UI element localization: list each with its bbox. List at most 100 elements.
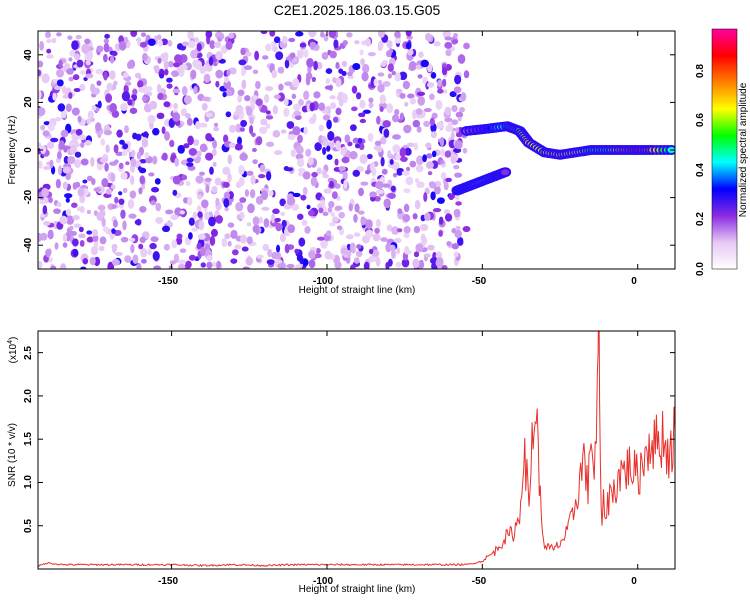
heatmap-cell xyxy=(205,31,213,39)
heatmap-cell xyxy=(62,242,68,248)
heatmap-cell xyxy=(377,83,385,93)
heatmap-cell xyxy=(121,150,128,157)
heatmap-cell xyxy=(404,147,412,156)
heatmap-cell xyxy=(240,67,246,77)
heatmap-cell xyxy=(201,102,208,111)
heatmap-cell xyxy=(103,71,108,81)
heatmap-cell xyxy=(427,244,435,251)
heatmap-cell xyxy=(87,46,94,51)
spectrogram-y-ticks xyxy=(38,54,675,246)
heatmap-cell xyxy=(264,94,270,104)
heatmap-cell xyxy=(130,244,135,254)
heatmap-cell xyxy=(376,189,385,195)
heatmap-cell xyxy=(114,251,123,257)
heatmap-cell xyxy=(60,129,69,138)
heatmap-cell xyxy=(302,171,311,180)
heatmap-cell xyxy=(140,258,147,264)
heatmap-cell xyxy=(209,40,216,50)
heatmap-cell xyxy=(171,239,178,249)
heatmap-cell xyxy=(432,208,442,213)
heatmap-cell xyxy=(38,90,42,100)
heatmap-cell xyxy=(413,142,418,151)
heatmap-cell xyxy=(325,78,331,85)
heatmap-cell xyxy=(161,126,166,134)
heatmap-cell xyxy=(327,206,333,213)
heatmap-cell xyxy=(375,218,381,228)
heatmap-cell xyxy=(157,83,162,94)
heatmap-cell xyxy=(183,95,192,105)
heatmap-cell xyxy=(240,119,248,128)
heatmap-cell xyxy=(415,243,424,253)
heatmap-cell xyxy=(335,61,340,69)
heatmap-cell xyxy=(425,142,432,149)
heatmap-cell xyxy=(118,41,127,51)
heatmap-cell xyxy=(330,102,336,110)
colorbar-tick-label: 0.8 xyxy=(695,64,706,78)
snr-y-tick-label: 1.5 xyxy=(23,432,34,446)
heatmap-cell xyxy=(442,78,447,87)
heatmap-cell xyxy=(200,246,206,257)
heatmap-cell xyxy=(380,62,387,68)
heatmap-cell xyxy=(157,57,162,64)
heatmap-cell xyxy=(287,134,296,141)
heatmap-cell xyxy=(453,86,462,94)
heatmap-cell xyxy=(188,217,195,226)
heatmap-cell xyxy=(80,70,86,75)
heatmap-cell xyxy=(403,232,410,239)
heatmap-cell xyxy=(271,251,279,260)
heatmap-cell xyxy=(86,209,91,215)
heatmap-cell xyxy=(69,50,76,57)
heatmap-cell xyxy=(46,54,54,59)
heatmap-cell xyxy=(66,67,74,75)
heatmap-cell xyxy=(158,39,163,47)
heatmap-cell xyxy=(223,198,230,208)
heatmap-cell xyxy=(244,189,250,197)
heatmap-cell xyxy=(96,45,104,53)
heatmap-cell xyxy=(241,79,247,90)
heatmap-cell xyxy=(62,166,71,174)
heatmap-cell xyxy=(383,128,390,138)
heatmap-cell xyxy=(125,161,130,166)
heatmap-cell xyxy=(462,225,471,233)
heatmap-cell xyxy=(269,31,276,37)
heatmap-cell xyxy=(381,168,388,175)
heatmap-cell xyxy=(362,63,370,74)
heatmap-cell xyxy=(353,257,360,264)
heatmap-cell xyxy=(440,159,445,165)
heatmap-cell xyxy=(453,164,460,170)
heatmap-cell xyxy=(173,54,183,63)
heatmap-cell xyxy=(235,202,244,212)
heatmap-cell xyxy=(334,205,343,211)
heatmap-cell xyxy=(313,60,318,71)
heatmap-cell xyxy=(239,152,248,161)
heatmap-cell xyxy=(275,51,284,61)
heatmap-cell xyxy=(252,69,259,75)
heatmap-cell xyxy=(387,150,392,159)
heatmap-cell xyxy=(86,175,93,182)
heatmap-cell xyxy=(110,184,116,190)
heatmap-cell xyxy=(187,196,193,206)
heatmap-cell xyxy=(255,225,260,235)
spectrogram-panel: -150 -100 -50 0 -40 -20 0 20 40 Height o… xyxy=(7,30,676,296)
heatmap-cell xyxy=(173,253,180,263)
heatmap-cell xyxy=(324,85,333,90)
heatmap-cell xyxy=(335,77,342,88)
heatmap-cell xyxy=(162,225,171,233)
heatmap-cell xyxy=(195,121,201,130)
heatmap-cell xyxy=(422,154,428,163)
heatmap-cell xyxy=(363,261,370,269)
heatmap-cell xyxy=(122,143,129,150)
heatmap-cell xyxy=(116,129,123,138)
heatmap-cell xyxy=(176,43,184,50)
heatmap-cell xyxy=(73,159,82,168)
heatmap-cell xyxy=(403,226,411,234)
heatmap-cell xyxy=(271,213,276,224)
snr-y-tick-label: 0.5 xyxy=(23,519,34,533)
heatmap-cell xyxy=(62,233,68,243)
heatmap-cell xyxy=(204,211,210,221)
heatmap-cell xyxy=(392,145,399,153)
heatmap-cell xyxy=(312,113,317,123)
heatmap-cell xyxy=(142,52,148,62)
heatmap-cell xyxy=(329,180,334,189)
heatmap-cell xyxy=(371,167,377,177)
